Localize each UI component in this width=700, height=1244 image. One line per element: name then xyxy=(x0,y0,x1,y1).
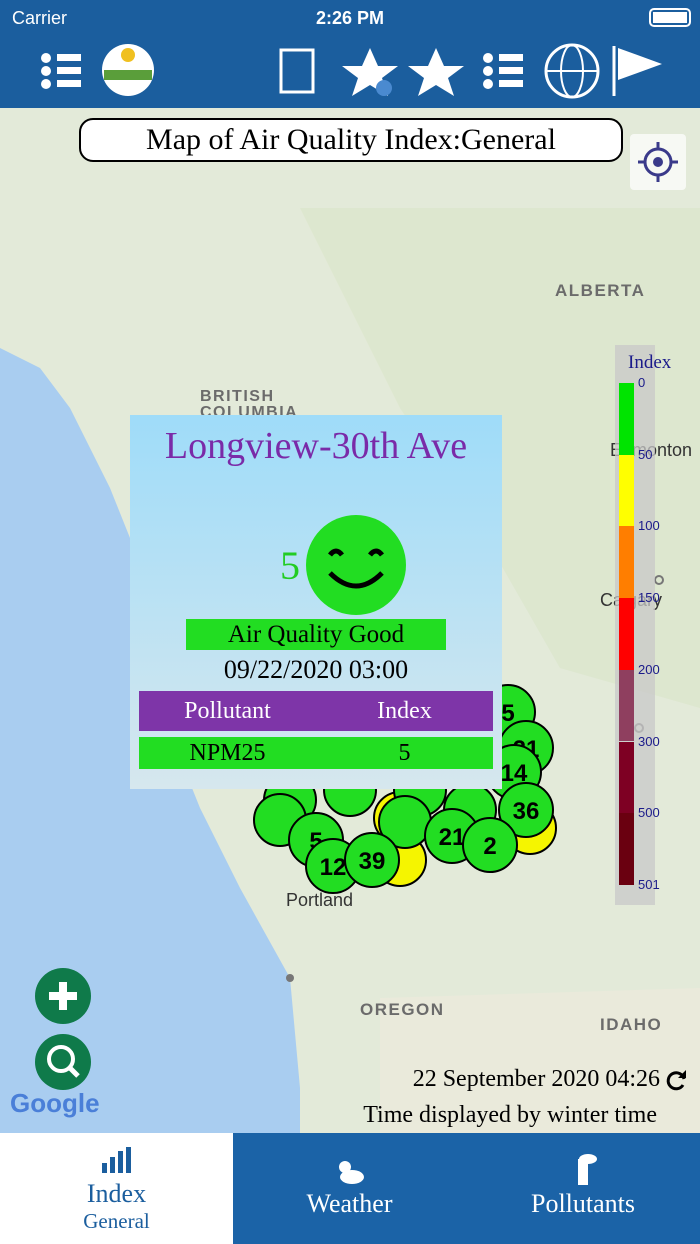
legend-tick: 300 xyxy=(638,733,660,749)
top-bar: Carrier 2:26 PM xyxy=(0,0,700,108)
tab-label: Pollutants xyxy=(530,1189,635,1218)
station-marker[interactable] xyxy=(462,817,518,873)
legend-color xyxy=(619,383,634,455)
legend-tick: 150 xyxy=(638,590,660,606)
station-name: Longview-30th Ave xyxy=(164,425,468,467)
tab-icon xyxy=(578,1154,597,1185)
smiley-icon xyxy=(306,515,406,615)
map-label: ALBERTA xyxy=(555,281,646,300)
tab-pollutants[interactable]: Pollutants xyxy=(466,1133,700,1244)
legend-tick: 100 xyxy=(638,518,660,534)
marker-value: 5 xyxy=(501,700,514,727)
marker-value: 21 xyxy=(439,824,466,851)
legend-title: Index xyxy=(628,352,672,373)
map-label: OREGON xyxy=(360,1000,445,1019)
time-note: Time displayed by winter time xyxy=(363,1102,657,1128)
legend-color xyxy=(619,669,634,742)
table-cell: NPM25 xyxy=(189,740,266,766)
legend-tick: 0 xyxy=(638,375,646,390)
legend-tick: 501 xyxy=(638,876,660,892)
datetime: 09/22/2020 03:00 xyxy=(223,655,409,684)
map-label: IDAHO xyxy=(600,1015,663,1034)
tab-index[interactable]: Index General xyxy=(0,1133,233,1244)
update-date: 22 September 2020 04:26 xyxy=(412,1066,660,1092)
legend-color xyxy=(619,741,634,814)
marker-value: 2 xyxy=(483,833,496,860)
marker-value: 39 xyxy=(359,848,386,875)
tab-label: Weather xyxy=(306,1189,393,1218)
tab-bar: Index General Weather Pollutants xyxy=(0,1133,700,1244)
tab-weather[interactable]: Weather xyxy=(233,1133,466,1244)
tab-icon xyxy=(102,1147,131,1173)
tab-label: Index xyxy=(86,1179,147,1208)
station-marker[interactable] xyxy=(498,782,554,838)
city-label: Portland xyxy=(286,890,354,910)
legend-color xyxy=(619,813,634,885)
index-value: 5 xyxy=(280,543,300,588)
table-cell: 5 xyxy=(398,740,411,766)
category-badge: Air Quality Good xyxy=(186,619,446,650)
legend-color xyxy=(619,526,634,599)
station-marker[interactable] xyxy=(344,832,400,888)
legend-tick: 200 xyxy=(638,661,660,677)
legend-tick: 50 xyxy=(638,446,653,462)
table-row: NPM25 5 xyxy=(139,737,493,769)
zoom-buttons[interactable] xyxy=(34,966,94,1090)
table-header: Pollutant Index xyxy=(139,691,493,731)
clock: 2:26 PM xyxy=(315,8,385,28)
marker-value: 12 xyxy=(320,854,347,881)
google-logo: Google xyxy=(10,1088,100,1118)
tab-icon xyxy=(339,1161,364,1184)
header-cell: Index xyxy=(377,698,432,724)
tab-sublabel: General xyxy=(83,1209,150,1233)
station-popup: Longview-30th Ave 5 Air Quality Good 09/… xyxy=(130,415,502,789)
refresh-button[interactable] xyxy=(664,1069,688,1093)
carrier: Carrier xyxy=(12,8,68,28)
locate-button[interactable] xyxy=(630,134,686,190)
legend-tick: 500 xyxy=(638,805,660,821)
legend-color xyxy=(619,454,634,527)
marker-value: 36 xyxy=(513,798,540,825)
map-title: Map of Air Quality Index:General xyxy=(79,118,623,162)
header-cell: Pollutant xyxy=(184,698,271,724)
legend-color xyxy=(619,598,634,670)
toolbar-icons[interactable] xyxy=(0,0,700,108)
